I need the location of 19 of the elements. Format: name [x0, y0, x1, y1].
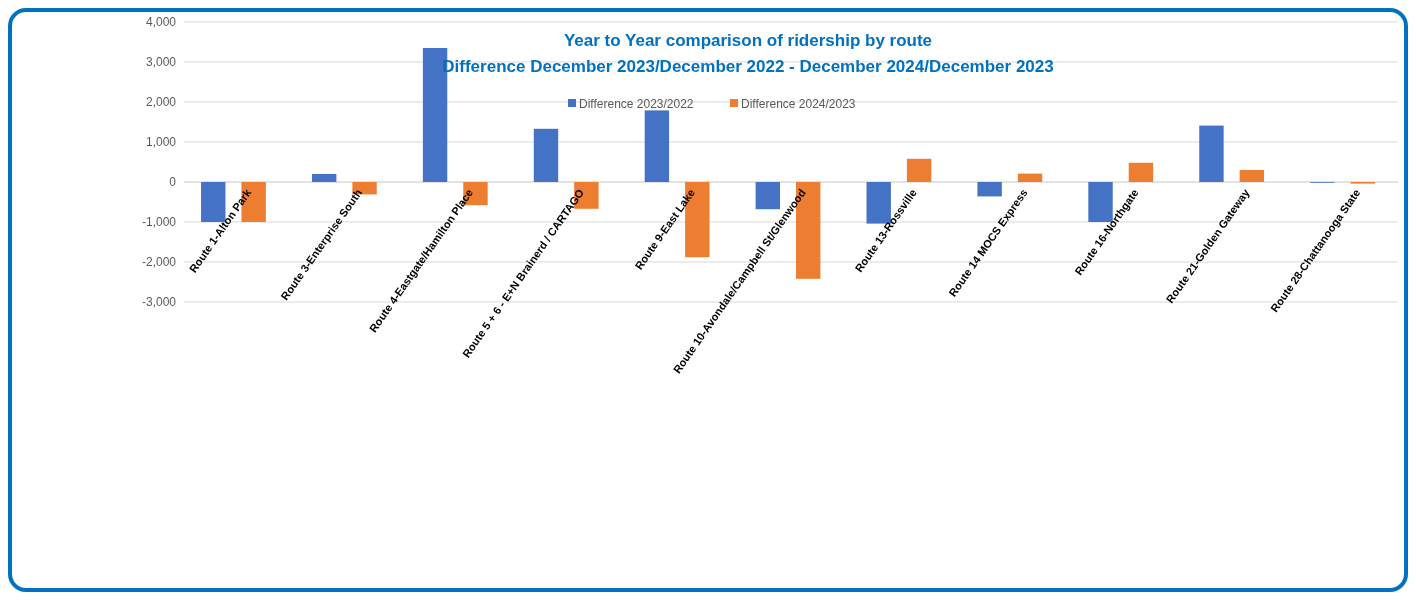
bar [1128, 162, 1154, 182]
bar [1199, 125, 1224, 182]
legend-label: Difference 2024/2023 [741, 97, 856, 112]
y-tick-label: -3,000 [141, 295, 177, 310]
bar [906, 158, 932, 182]
y-tick-label: 3,000 [145, 55, 177, 70]
text: Year to Year comparison of ridership by route [563, 31, 933, 50]
y-tick-label: 4,000 [145, 15, 177, 30]
y-tick-label: 2,000 [145, 95, 177, 110]
bar [533, 128, 559, 182]
bar [644, 110, 670, 182]
y-tick-label: 0 [169, 175, 177, 190]
bar [1017, 173, 1043, 182]
y-tick-label: -1,000 [141, 215, 177, 230]
bar [1239, 170, 1265, 182]
y-tick-label: 1,000 [145, 135, 177, 150]
legend-label: Difference 2023/2022 [579, 97, 694, 112]
bar [311, 174, 337, 182]
y-tick-label: -2,000 [141, 255, 177, 270]
